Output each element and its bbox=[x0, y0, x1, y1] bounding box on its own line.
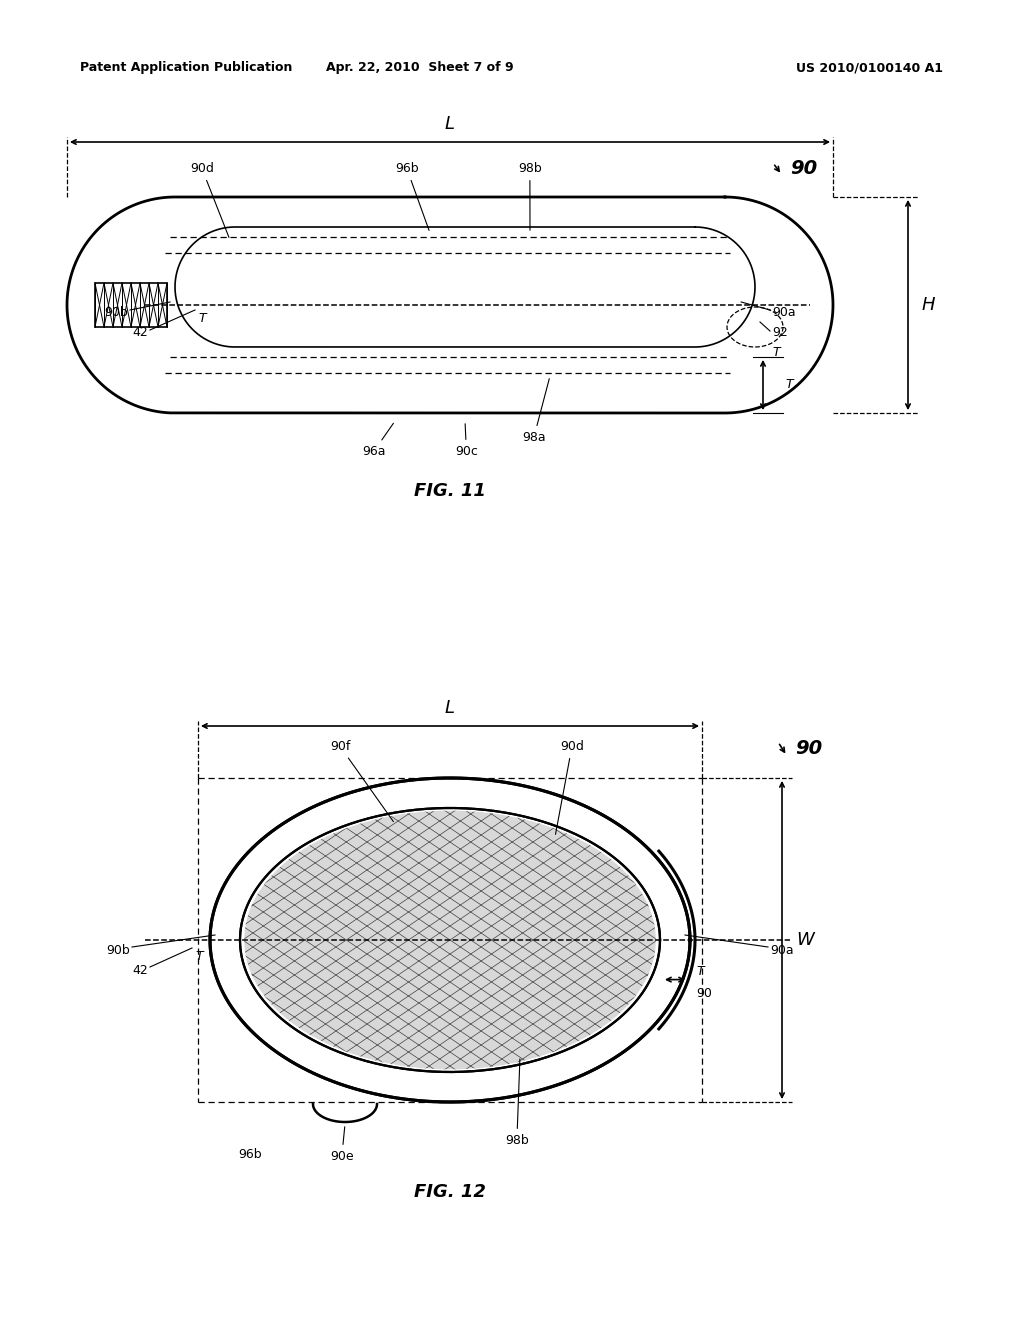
Text: T: T bbox=[785, 379, 793, 392]
Ellipse shape bbox=[244, 810, 655, 1069]
Text: 96b: 96b bbox=[395, 162, 429, 231]
Text: L: L bbox=[445, 700, 455, 717]
Text: Apr. 22, 2010  Sheet 7 of 9: Apr. 22, 2010 Sheet 7 of 9 bbox=[327, 62, 514, 74]
Text: 90a: 90a bbox=[770, 944, 794, 957]
Text: T: T bbox=[772, 346, 779, 359]
Text: 90: 90 bbox=[696, 987, 712, 1001]
Text: 90: 90 bbox=[795, 738, 822, 758]
Text: L: L bbox=[445, 115, 455, 133]
Text: 96b: 96b bbox=[239, 1147, 262, 1160]
Text: FIG. 11: FIG. 11 bbox=[414, 482, 486, 500]
Text: Patent Application Publication: Patent Application Publication bbox=[80, 62, 293, 74]
Text: FIG. 12: FIG. 12 bbox=[414, 1183, 486, 1201]
Text: 98b: 98b bbox=[518, 162, 542, 230]
Text: W: W bbox=[796, 931, 814, 949]
Text: US 2010/0100140 A1: US 2010/0100140 A1 bbox=[797, 62, 943, 74]
Text: 96a: 96a bbox=[362, 424, 393, 458]
Text: 90b: 90b bbox=[104, 306, 128, 319]
Text: 90a: 90a bbox=[772, 306, 796, 319]
Bar bbox=[95, 282, 167, 327]
Text: 90c: 90c bbox=[455, 424, 478, 458]
Text: T: T bbox=[696, 965, 703, 978]
Text: 90d: 90d bbox=[555, 741, 584, 834]
Text: H: H bbox=[922, 296, 936, 314]
Text: T: T bbox=[195, 949, 203, 962]
Text: 42: 42 bbox=[132, 326, 148, 339]
Text: 90d: 90d bbox=[190, 162, 229, 238]
Text: 90e: 90e bbox=[330, 1127, 353, 1163]
Text: T: T bbox=[198, 313, 206, 326]
Text: 90: 90 bbox=[790, 160, 817, 178]
Text: 98a: 98a bbox=[522, 379, 549, 444]
Text: 98b: 98b bbox=[505, 1059, 528, 1147]
Text: 90b: 90b bbox=[106, 944, 130, 957]
Text: 42: 42 bbox=[132, 964, 148, 977]
Text: 90f: 90f bbox=[330, 741, 393, 821]
Text: 92: 92 bbox=[772, 326, 787, 339]
